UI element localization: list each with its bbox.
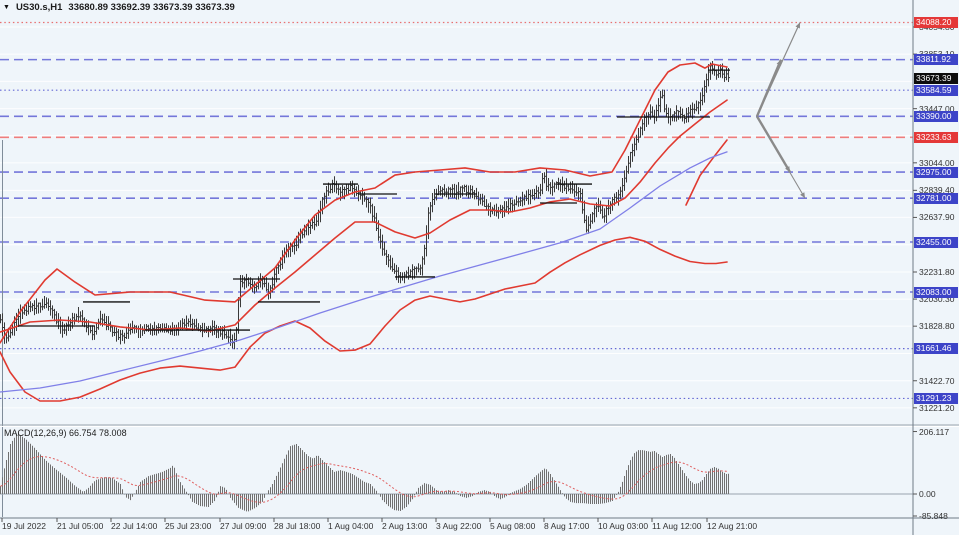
price-grid-label: 33853.10 [919, 49, 954, 59]
time-axis-label: 8 Aug 17:00 [544, 521, 590, 531]
chart-symbol-timeframe: US30.s,H1 [15, 2, 63, 13]
price-badge-red: 33233.63 [914, 131, 958, 143]
price-grid-label: 32030.30 [919, 294, 955, 305]
time-axis-label: 21 Jul 05:00 [57, 521, 104, 531]
time-axis-label: 3 Aug 22:00 [436, 521, 482, 531]
time-axis-label: 19 Jul 2022 [2, 521, 46, 531]
price-grid-label: 33044.00 [919, 157, 955, 168]
chart-ohlc-values: 33680.89 33692.39 33673.39 33673.39 [68, 2, 235, 13]
chart-collapse-icon[interactable]: ▼ [3, 4, 10, 11]
time-axis-label: 25 Jul 23:00 [165, 521, 212, 531]
price-badge-blue: 33811.92 [914, 54, 958, 66]
price-badge-blue: 32083.00 [914, 286, 958, 298]
time-axis-label: 27 Jul 09:00 [220, 521, 267, 531]
price-badge-blue: 32975.00 [914, 166, 958, 178]
time-axis-label: 5 Aug 08:00 [490, 521, 536, 531]
time-axis-label: 12 Aug 21:00 [707, 521, 758, 531]
macd-axis-label: 0.00 [919, 489, 936, 499]
price-badge-blue: 33390.00 [914, 110, 958, 122]
price-grid-label: 32839.40 [919, 185, 955, 196]
price-badge-blue: 33584.59 [914, 84, 958, 96]
price-grid-label: 32637.90 [919, 212, 955, 223]
time-axis-label: 1 Aug 04:00 [328, 521, 374, 531]
macd-axis-label: -85.848 [919, 511, 948, 521]
price-grid-label: 32231.80 [919, 267, 955, 277]
price-grid-label: 33447.00 [919, 103, 955, 114]
time-axis-label: 10 Aug 03:00 [598, 521, 649, 531]
price-badge-blue: 32781.00 [914, 192, 958, 204]
time-axis-label: 28 Jul 18:00 [274, 521, 321, 531]
price-badge-blue: 31291.23 [914, 392, 958, 404]
time-axis-label: 2 Aug 13:00 [382, 521, 428, 531]
price-grid-label: 31221.20 [919, 402, 955, 413]
price-badge-red: 34088.20 [914, 16, 958, 28]
time-axis-label: 11 Aug 12:00 [652, 521, 702, 531]
price-badge-black: 33673.39 [914, 72, 958, 84]
time-axis-label: 22 Jul 14:00 [111, 521, 158, 531]
price-badge-blue: 31661.46 [914, 343, 958, 355]
price-badge-blue: 32455.00 [914, 236, 958, 248]
chart-title: ▼ US30.s,H1 33680.89 33692.39 33673.39 3… [3, 2, 235, 13]
macd-indicator-label: MACD(12,26,9) 66.754 78.008 [4, 428, 127, 438]
price-grid-label: 31828.80 [919, 321, 955, 332]
macd-axis-label: 206.117 [919, 426, 950, 437]
price-grid-label: 31422.70 [919, 375, 955, 386]
